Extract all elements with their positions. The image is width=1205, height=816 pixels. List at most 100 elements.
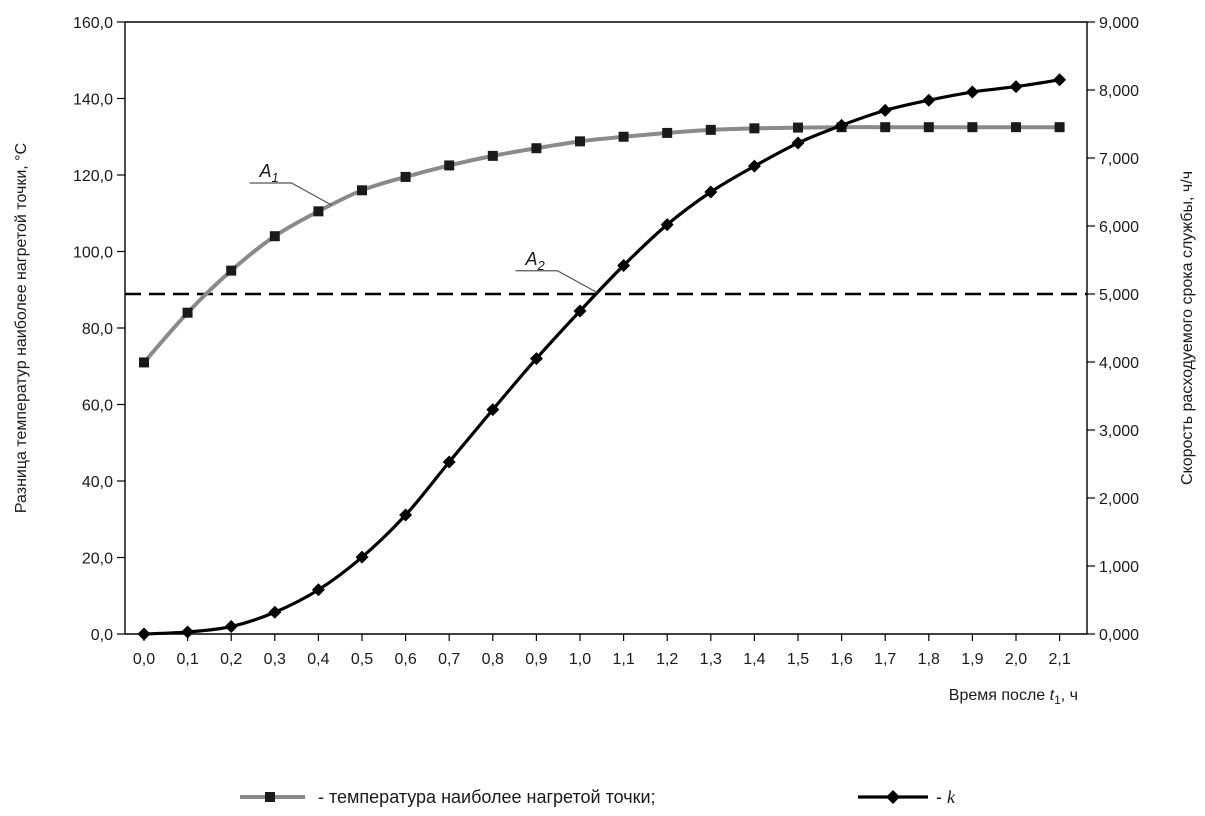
y-left-tick-label: 20,0	[82, 551, 113, 568]
series-2-point	[137, 627, 151, 641]
series-1-point	[705, 124, 716, 135]
annotation-2: A2	[515, 249, 598, 294]
legend-item-2: - k	[858, 787, 956, 807]
series-layer	[125, 73, 1087, 641]
series-1-point	[487, 150, 498, 161]
annotation-label: A1	[258, 161, 278, 185]
series-2-point	[1009, 80, 1023, 94]
series-1-point	[793, 122, 803, 133]
series-1-point	[226, 265, 237, 276]
y-right-tick-label: 3,000	[1099, 423, 1139, 440]
y-right-tick-label: 1,000	[1099, 559, 1139, 576]
x-tick-label: 1,6	[830, 651, 852, 668]
x-tick-label: 1,4	[743, 651, 765, 668]
legend-label-2: - k	[936, 787, 956, 807]
series-2-point	[268, 605, 282, 619]
y-left-tick-label: 120,0	[73, 168, 113, 185]
series-1-point	[1011, 122, 1021, 133]
y-left-tick-label: 140,0	[73, 92, 113, 109]
y-right-tick-label: 9,000	[1099, 15, 1139, 32]
x-tick-label: 2,1	[1048, 651, 1070, 668]
legend-swatch-marker-2	[886, 790, 900, 804]
series-1-point	[444, 160, 455, 171]
y-right-tick-label: 7,000	[1099, 151, 1139, 168]
series-2-point	[529, 352, 543, 366]
y-right-tick-label: 0,000	[1099, 627, 1139, 644]
x-tick-label: 1,1	[612, 651, 634, 668]
series-1-point	[139, 357, 149, 368]
x-tick-label: 1,5	[787, 651, 809, 668]
x-axis-title: Время после t1, ч	[949, 687, 1078, 707]
series-2-point	[660, 218, 674, 232]
x-axis-title-var: t	[1050, 687, 1055, 704]
series-2-point	[747, 159, 761, 173]
x-tick-label: 0,2	[220, 651, 242, 668]
x-tick-label: 2,0	[1005, 651, 1027, 668]
x-tick-label: 1,0	[569, 651, 591, 668]
series-1-point	[357, 185, 367, 196]
x-tick-label: 0,1	[176, 651, 198, 668]
series-2-point	[573, 304, 587, 318]
y-left-tick-label: 160,0	[73, 15, 113, 32]
series-2-point	[704, 185, 718, 199]
y-left-tick-label: 0,0	[91, 627, 113, 644]
x-axis-title-prefix: Время после	[949, 687, 1050, 704]
series-1-point	[618, 131, 629, 142]
legend-label-2-prefix: -	[936, 787, 947, 807]
y-right-tick-label: 2,000	[1099, 491, 1139, 508]
series-2-point	[224, 620, 238, 634]
series-2-point	[399, 508, 413, 522]
series-1-point	[531, 143, 542, 154]
x-tick-label: 0,5	[351, 651, 373, 668]
x-tick-label: 1,8	[918, 651, 940, 668]
annotation-sub: 1	[271, 170, 278, 185]
x-tick-label: 1,3	[700, 651, 722, 668]
x-axis-title-suffix: , ч	[1061, 687, 1078, 704]
x-tick-label: 1,2	[656, 651, 678, 668]
series-2-point	[965, 85, 979, 99]
annotation-letter: A	[258, 161, 271, 181]
x-tick-label: 0,4	[307, 651, 329, 668]
x-tick-label: 0,9	[525, 651, 547, 668]
annotation-sub: 2	[536, 258, 545, 273]
series-1-point	[182, 307, 193, 318]
series-1-point	[313, 206, 324, 217]
legend: - температура наиболее нагретой точки; - …	[240, 787, 956, 807]
legend-label-2-var: k	[947, 787, 956, 807]
y-left-tick-label: 100,0	[73, 245, 113, 262]
x-tick-label: 0,3	[264, 651, 286, 668]
y-right-tick-label: 8,000	[1099, 83, 1139, 100]
series-line-1	[142, 125, 1060, 364]
annotation-label: A2	[524, 249, 545, 273]
series-2-point	[835, 118, 849, 132]
legend-swatch-marker-1	[265, 792, 275, 802]
legend-label-1: - температура наиболее нагретой точки;	[318, 787, 656, 807]
y-right-tick-label: 5,000	[1099, 287, 1139, 304]
x-tick-label: 0,0	[133, 651, 155, 668]
x-axis-title-sub: 1	[1054, 693, 1061, 707]
series-line-2	[143, 78, 1060, 636]
series-2-point	[1053, 73, 1067, 87]
y-right-tick-label: 6,000	[1099, 219, 1139, 236]
series-1-point	[575, 136, 585, 147]
series-2-point	[617, 258, 631, 272]
series-1-point	[269, 231, 280, 242]
series-2	[137, 73, 1067, 641]
series-1-point	[400, 171, 411, 182]
x-tick-label: 0,7	[438, 651, 460, 668]
series-2-point	[355, 550, 369, 564]
y-right-axis-title: Скорость расходуемого срока службы, ч/ч	[1179, 171, 1196, 485]
axes-layer: 0,020,040,060,080,0100,0120,0140,0160,00…	[13, 15, 1196, 707]
series-2-point	[922, 93, 936, 107]
series-1-point	[880, 122, 891, 133]
y-left-tick-label: 40,0	[82, 474, 113, 491]
series-1-point	[1054, 122, 1065, 133]
x-tick-label: 1,7	[874, 651, 896, 668]
y-left-tick-label: 80,0	[82, 321, 113, 338]
series-2-point	[878, 103, 892, 117]
series-2-point	[442, 455, 456, 469]
series-2-point	[311, 583, 325, 597]
annotation-1: A1	[249, 161, 332, 206]
